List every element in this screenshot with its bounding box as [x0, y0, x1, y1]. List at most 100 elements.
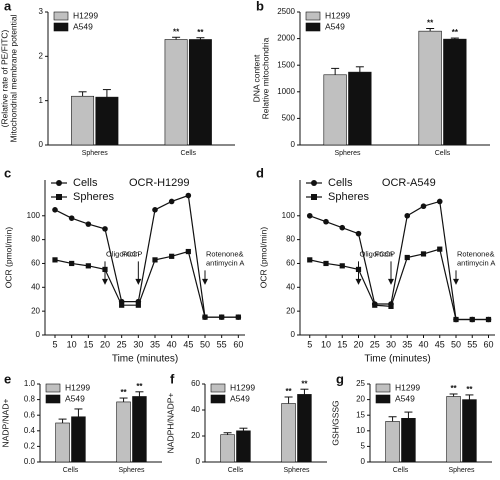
legend-swatch: [305, 22, 321, 32]
annotation-label: Oligomcin: [106, 249, 139, 258]
legend-label: Spheres: [73, 191, 114, 203]
panel-letter: b: [256, 0, 264, 13]
bar: [297, 394, 312, 463]
marker: [52, 207, 58, 213]
y-tick-label: 20: [191, 431, 200, 440]
x-tick-label: 5: [52, 339, 57, 349]
marker: [85, 221, 92, 227]
marker: [372, 302, 378, 308]
significance-label: **: [120, 388, 127, 397]
y-tick-label: 40: [31, 282, 40, 291]
legend-swatch: [45, 383, 61, 393]
marker: [85, 263, 91, 269]
annotation-label: Rotenone&: [206, 249, 244, 258]
legend-swatch: [375, 394, 391, 404]
legend-label: H1299: [395, 382, 420, 392]
x-tick-label: 10: [321, 339, 331, 349]
y-tick-label: 0: [291, 330, 296, 339]
x-tick-label: 45: [435, 339, 445, 349]
x-tick-label: 10: [67, 339, 77, 349]
arrow-head: [453, 278, 459, 285]
legend-marker: [56, 194, 62, 200]
x-tick-label: 60: [483, 339, 493, 349]
marker: [168, 198, 175, 205]
marker: [404, 254, 410, 261]
significance-label: **: [466, 385, 473, 394]
marker: [185, 192, 192, 199]
y-tick-label: 100: [27, 211, 41, 220]
bar: [164, 39, 188, 146]
y-tick-label: 0.8: [24, 395, 36, 404]
y-tick-label: 15: [356, 410, 365, 419]
significance-label: **: [301, 379, 308, 388]
y-axis-label: OCR (pmol/min): [3, 227, 13, 289]
bar: [462, 399, 477, 463]
y-tick-label: 2: [39, 51, 44, 60]
significance-label: **: [173, 27, 180, 36]
y-axis-label: Relative mitochondria: [260, 37, 270, 119]
arrow-head: [388, 278, 394, 285]
legend-label: A549: [395, 393, 415, 403]
y-tick-label: 2000: [277, 34, 295, 43]
marker: [404, 212, 411, 219]
bar: [71, 95, 95, 146]
y-tick-label: 100: [282, 211, 296, 220]
significance-label: **: [197, 28, 204, 37]
bar: [418, 30, 442, 146]
y-tick-label: 1000: [277, 87, 295, 96]
arrow-head: [135, 278, 142, 285]
legend-swatch: [45, 394, 61, 404]
series-line: [54, 250, 239, 318]
marker: [339, 263, 345, 269]
bar: [401, 418, 416, 463]
marker: [420, 203, 427, 210]
x-tick-label: Cells: [228, 467, 244, 474]
y-tick-label: 20: [31, 306, 40, 315]
y-tick-label: 5: [361, 442, 366, 451]
legend-marker: [56, 180, 62, 186]
marker: [152, 257, 158, 263]
annotation-label: FCCP: [122, 249, 142, 258]
marker: [68, 215, 75, 221]
panel-letter: g: [336, 371, 344, 386]
y-tick-label: 60: [191, 379, 200, 388]
legend-label: H1299: [325, 10, 350, 20]
legend-label: H1299: [230, 382, 255, 392]
marker: [306, 212, 313, 219]
x-tick-label: 30: [133, 339, 143, 349]
legend-swatch: [210, 394, 226, 404]
arrow-head: [102, 278, 108, 285]
marker: [453, 316, 459, 323]
x-tick-label: Cells: [435, 150, 451, 157]
x-tick-label: Cells: [393, 467, 409, 474]
y-axis-label: NADP/NAD+: [0, 399, 10, 448]
x-tick-label: 50: [451, 339, 461, 349]
x-tick-label: 55: [467, 339, 477, 349]
marker: [119, 302, 125, 308]
legend-label: A549: [325, 21, 345, 31]
panel-letter: d: [256, 165, 264, 180]
annotation-label: antimycin A: [206, 258, 244, 267]
x-tick-label: 40: [418, 339, 428, 349]
y-tick-label: 80: [286, 235, 295, 244]
series-line: [309, 248, 489, 321]
x-tick-label: 20: [100, 339, 110, 349]
marker: [169, 253, 175, 259]
annotation-label: antimycin A: [457, 258, 495, 267]
x-tick-label: 25: [370, 339, 380, 349]
x-tick-label: Spheres: [334, 150, 361, 157]
y-tick-label: 500: [282, 114, 296, 123]
marker: [235, 314, 241, 320]
y-tick-label: 2500: [277, 7, 295, 16]
bar: [236, 430, 251, 463]
y-tick-label: 0: [361, 457, 366, 466]
x-tick-label: 15: [83, 339, 93, 349]
bar: [116, 401, 131, 463]
y-tick-label: 25: [356, 379, 365, 388]
arrow-head: [202, 278, 208, 285]
marker: [69, 260, 75, 267]
x-tick-label: Cells: [180, 150, 196, 157]
x-tick-label: Cells: [63, 467, 79, 474]
y-axis-label: Mitochondrial membrane potential: [8, 14, 18, 142]
